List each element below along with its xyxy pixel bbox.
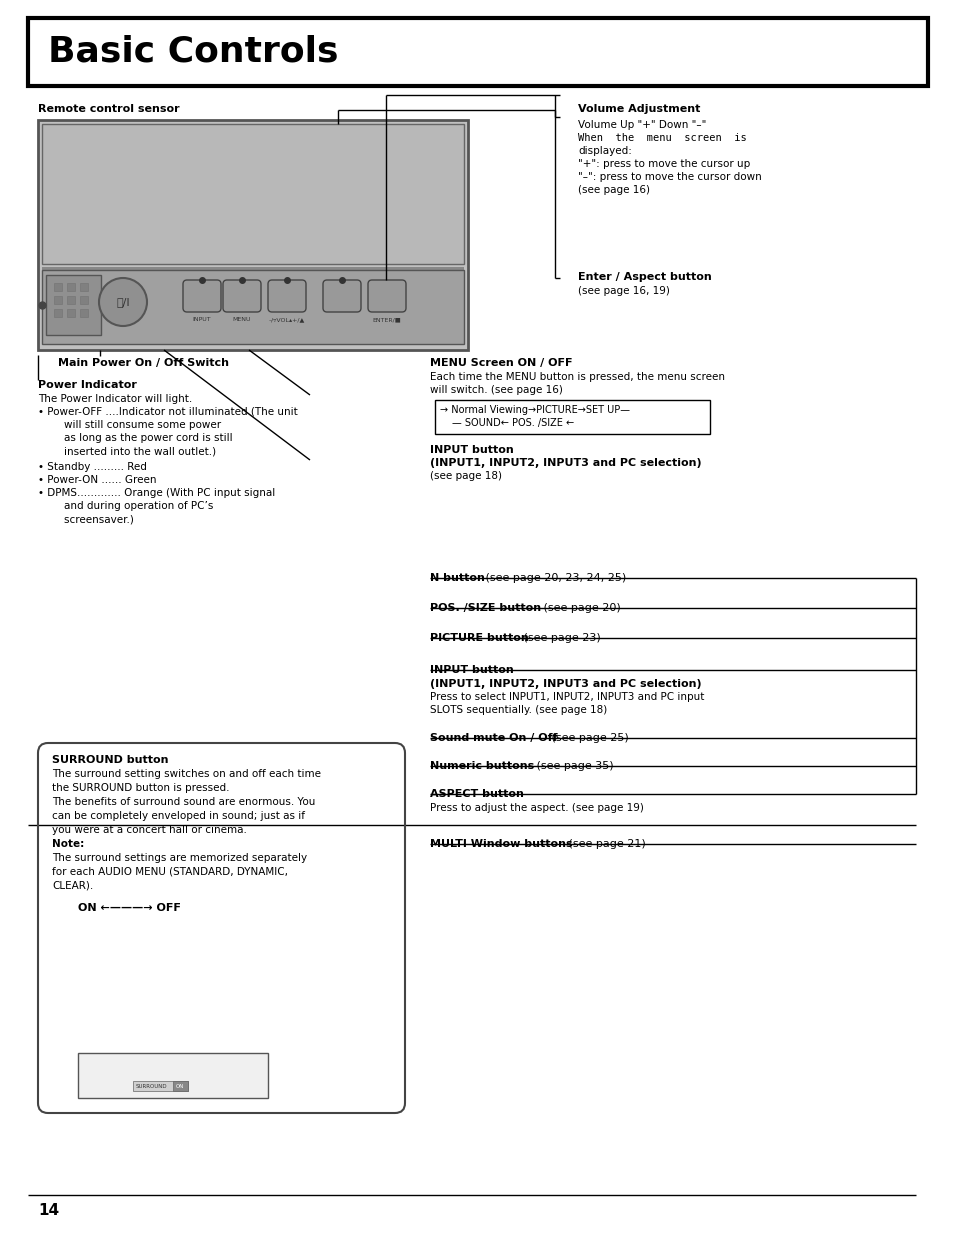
Text: the SURROUND button is pressed.: the SURROUND button is pressed. [52, 783, 230, 793]
Bar [435, 400, 709, 433]
Text: The benefits of surround sound are enormous. You: The benefits of surround sound are enorm… [52, 797, 315, 806]
Text: "+": press to move the cursor up: "+": press to move the cursor up [578, 159, 749, 169]
Text: for each AUDIO MENU (STANDARD, DYNAMIC,: for each AUDIO MENU (STANDARD, DYNAMIC, [52, 867, 288, 877]
FancyBboxPatch shape [323, 280, 360, 312]
Text: can be completely enveloped in sound; just as if: can be completely enveloped in sound; ju… [52, 811, 305, 821]
Text: Press to adjust the aspect. (see page 19): Press to adjust the aspect. (see page 19… [430, 803, 643, 813]
Text: Enter / Aspect button: Enter / Aspect button [578, 272, 711, 282]
Text: Volume Adjustment: Volume Adjustment [578, 104, 700, 114]
Bar [42, 124, 463, 264]
Text: • DPMS............. Orange (With PC input signal: • DPMS............. Orange (With PC inpu… [38, 488, 275, 498]
Text: CLEAR).: CLEAR). [52, 881, 93, 890]
Text: SURROUND: SURROUND [136, 1083, 168, 1088]
Text: INPUT button: INPUT button [430, 664, 514, 676]
Text: INPUT button: INPUT button [430, 445, 514, 454]
Text: The surround setting switches on and off each time: The surround setting switches on and off… [52, 769, 320, 779]
Text: Press to select INPUT1, INPUT2, INPUT3 and PC input: Press to select INPUT1, INPUT2, INPUT3 a… [430, 692, 703, 701]
Bar [67, 296, 75, 304]
Text: "–": press to move the cursor down: "–": press to move the cursor down [578, 172, 760, 182]
Text: POS. /SIZE button: POS. /SIZE button [430, 603, 540, 613]
Text: → Normal Viewing→PICTURE→SET UP—: → Normal Viewing→PICTURE→SET UP— [439, 405, 629, 415]
Text: MENU Screen ON / OFF: MENU Screen ON / OFF [430, 358, 572, 368]
Bar [46, 275, 101, 335]
Bar [80, 283, 88, 291]
Text: SLOTS sequentially. (see page 18): SLOTS sequentially. (see page 18) [430, 705, 607, 715]
Text: (INPUT1, INPUT2, INPUT3 and PC selection): (INPUT1, INPUT2, INPUT3 and PC selection… [430, 679, 700, 689]
Text: Numeric buttons: Numeric buttons [430, 761, 534, 771]
Text: inserted into the wall outlet.): inserted into the wall outlet.) [38, 446, 216, 456]
Text: (see page 16, 19): (see page 16, 19) [578, 287, 669, 296]
Text: 14: 14 [38, 1203, 59, 1218]
Text: (see page 21): (see page 21) [564, 839, 645, 848]
Text: Note:: Note: [52, 839, 84, 848]
FancyBboxPatch shape [183, 280, 221, 312]
Text: MULTI Window buttons: MULTI Window buttons [430, 839, 572, 848]
Text: –/▿VOL▴+/▲: –/▿VOL▴+/▲ [269, 317, 305, 322]
FancyBboxPatch shape [368, 280, 406, 312]
Bar [42, 270, 463, 345]
Text: as long as the power cord is still: as long as the power cord is still [38, 433, 233, 443]
Text: • Power-OFF ....Indicator not illuminated (The unit: • Power-OFF ....Indicator not illuminate… [38, 408, 297, 417]
Text: PICTURE button: PICTURE button [430, 634, 528, 643]
Bar [67, 309, 75, 317]
Text: (see page 25): (see page 25) [547, 734, 628, 743]
Bar [54, 283, 62, 291]
FancyBboxPatch shape [268, 280, 306, 312]
Bar [67, 283, 75, 291]
Text: Main Power On / Off Switch: Main Power On / Off Switch [58, 358, 229, 368]
Text: Sound mute On / Off: Sound mute On / Off [430, 734, 558, 743]
Text: • Standby ......... Red: • Standby ......... Red [38, 462, 147, 472]
Text: When  the  menu  screen  is: When the menu screen is [578, 133, 746, 143]
Text: The Power Indicator will light.: The Power Indicator will light. [38, 394, 193, 404]
Text: INPUT: INPUT [193, 317, 212, 322]
Text: ASPECT button: ASPECT button [430, 789, 523, 799]
Bar [80, 309, 88, 317]
Circle shape [99, 278, 147, 326]
Text: SURROUND button: SURROUND button [52, 755, 169, 764]
Text: ⏻/I: ⏻/I [116, 296, 130, 308]
Text: The surround settings are memorized separately: The surround settings are memorized sepa… [52, 853, 307, 863]
Text: (see page 16): (see page 16) [578, 185, 649, 195]
Bar [28, 19, 927, 86]
Text: (see page 35): (see page 35) [533, 761, 613, 771]
Text: Volume Up "+" Down "–": Volume Up "+" Down "–" [578, 120, 705, 130]
Bar [54, 309, 62, 317]
Text: Remote control sensor: Remote control sensor [38, 104, 179, 114]
Text: and during operation of PC’s: and during operation of PC’s [38, 501, 213, 511]
Text: (see page 20): (see page 20) [539, 603, 620, 613]
Bar [54, 296, 62, 304]
Bar [132, 1081, 188, 1091]
Text: N button: N button [430, 573, 484, 583]
Text: MENU: MENU [233, 317, 251, 322]
Text: Each time the MENU button is pressed, the menu screen: Each time the MENU button is pressed, th… [430, 372, 724, 382]
FancyBboxPatch shape [223, 280, 261, 312]
Bar [80, 296, 88, 304]
Text: you were at a concert hall or cinema.: you were at a concert hall or cinema. [52, 825, 247, 835]
Text: screensaver.): screensaver.) [38, 514, 133, 524]
Text: Power Indicator: Power Indicator [38, 380, 136, 390]
Text: (see page 20, 23, 24, 25): (see page 20, 23, 24, 25) [481, 573, 625, 583]
Text: ON ←———→ OFF: ON ←———→ OFF [78, 903, 181, 913]
Text: (see page 18): (see page 18) [430, 471, 501, 480]
Text: will switch. (see page 16): will switch. (see page 16) [430, 385, 562, 395]
Text: (see page 23): (see page 23) [519, 634, 600, 643]
Text: Basic Controls: Basic Controls [48, 35, 338, 69]
Text: (INPUT1, INPUT2, INPUT3 and PC selection): (INPUT1, INPUT2, INPUT3 and PC selection… [430, 458, 700, 468]
Bar [42, 267, 463, 270]
Text: ON: ON [175, 1083, 184, 1088]
Text: will still consume some power: will still consume some power [38, 420, 221, 430]
Text: displayed:: displayed: [578, 146, 631, 156]
Bar [78, 1053, 268, 1098]
Text: ENTER/■: ENTER/■ [373, 317, 401, 322]
Bar [172, 1081, 188, 1091]
Bar [38, 120, 468, 350]
Text: • Power-ON ...... Green: • Power-ON ...... Green [38, 475, 156, 485]
Text: — SOUND← POS. /SIZE ←: — SOUND← POS. /SIZE ← [452, 417, 574, 429]
